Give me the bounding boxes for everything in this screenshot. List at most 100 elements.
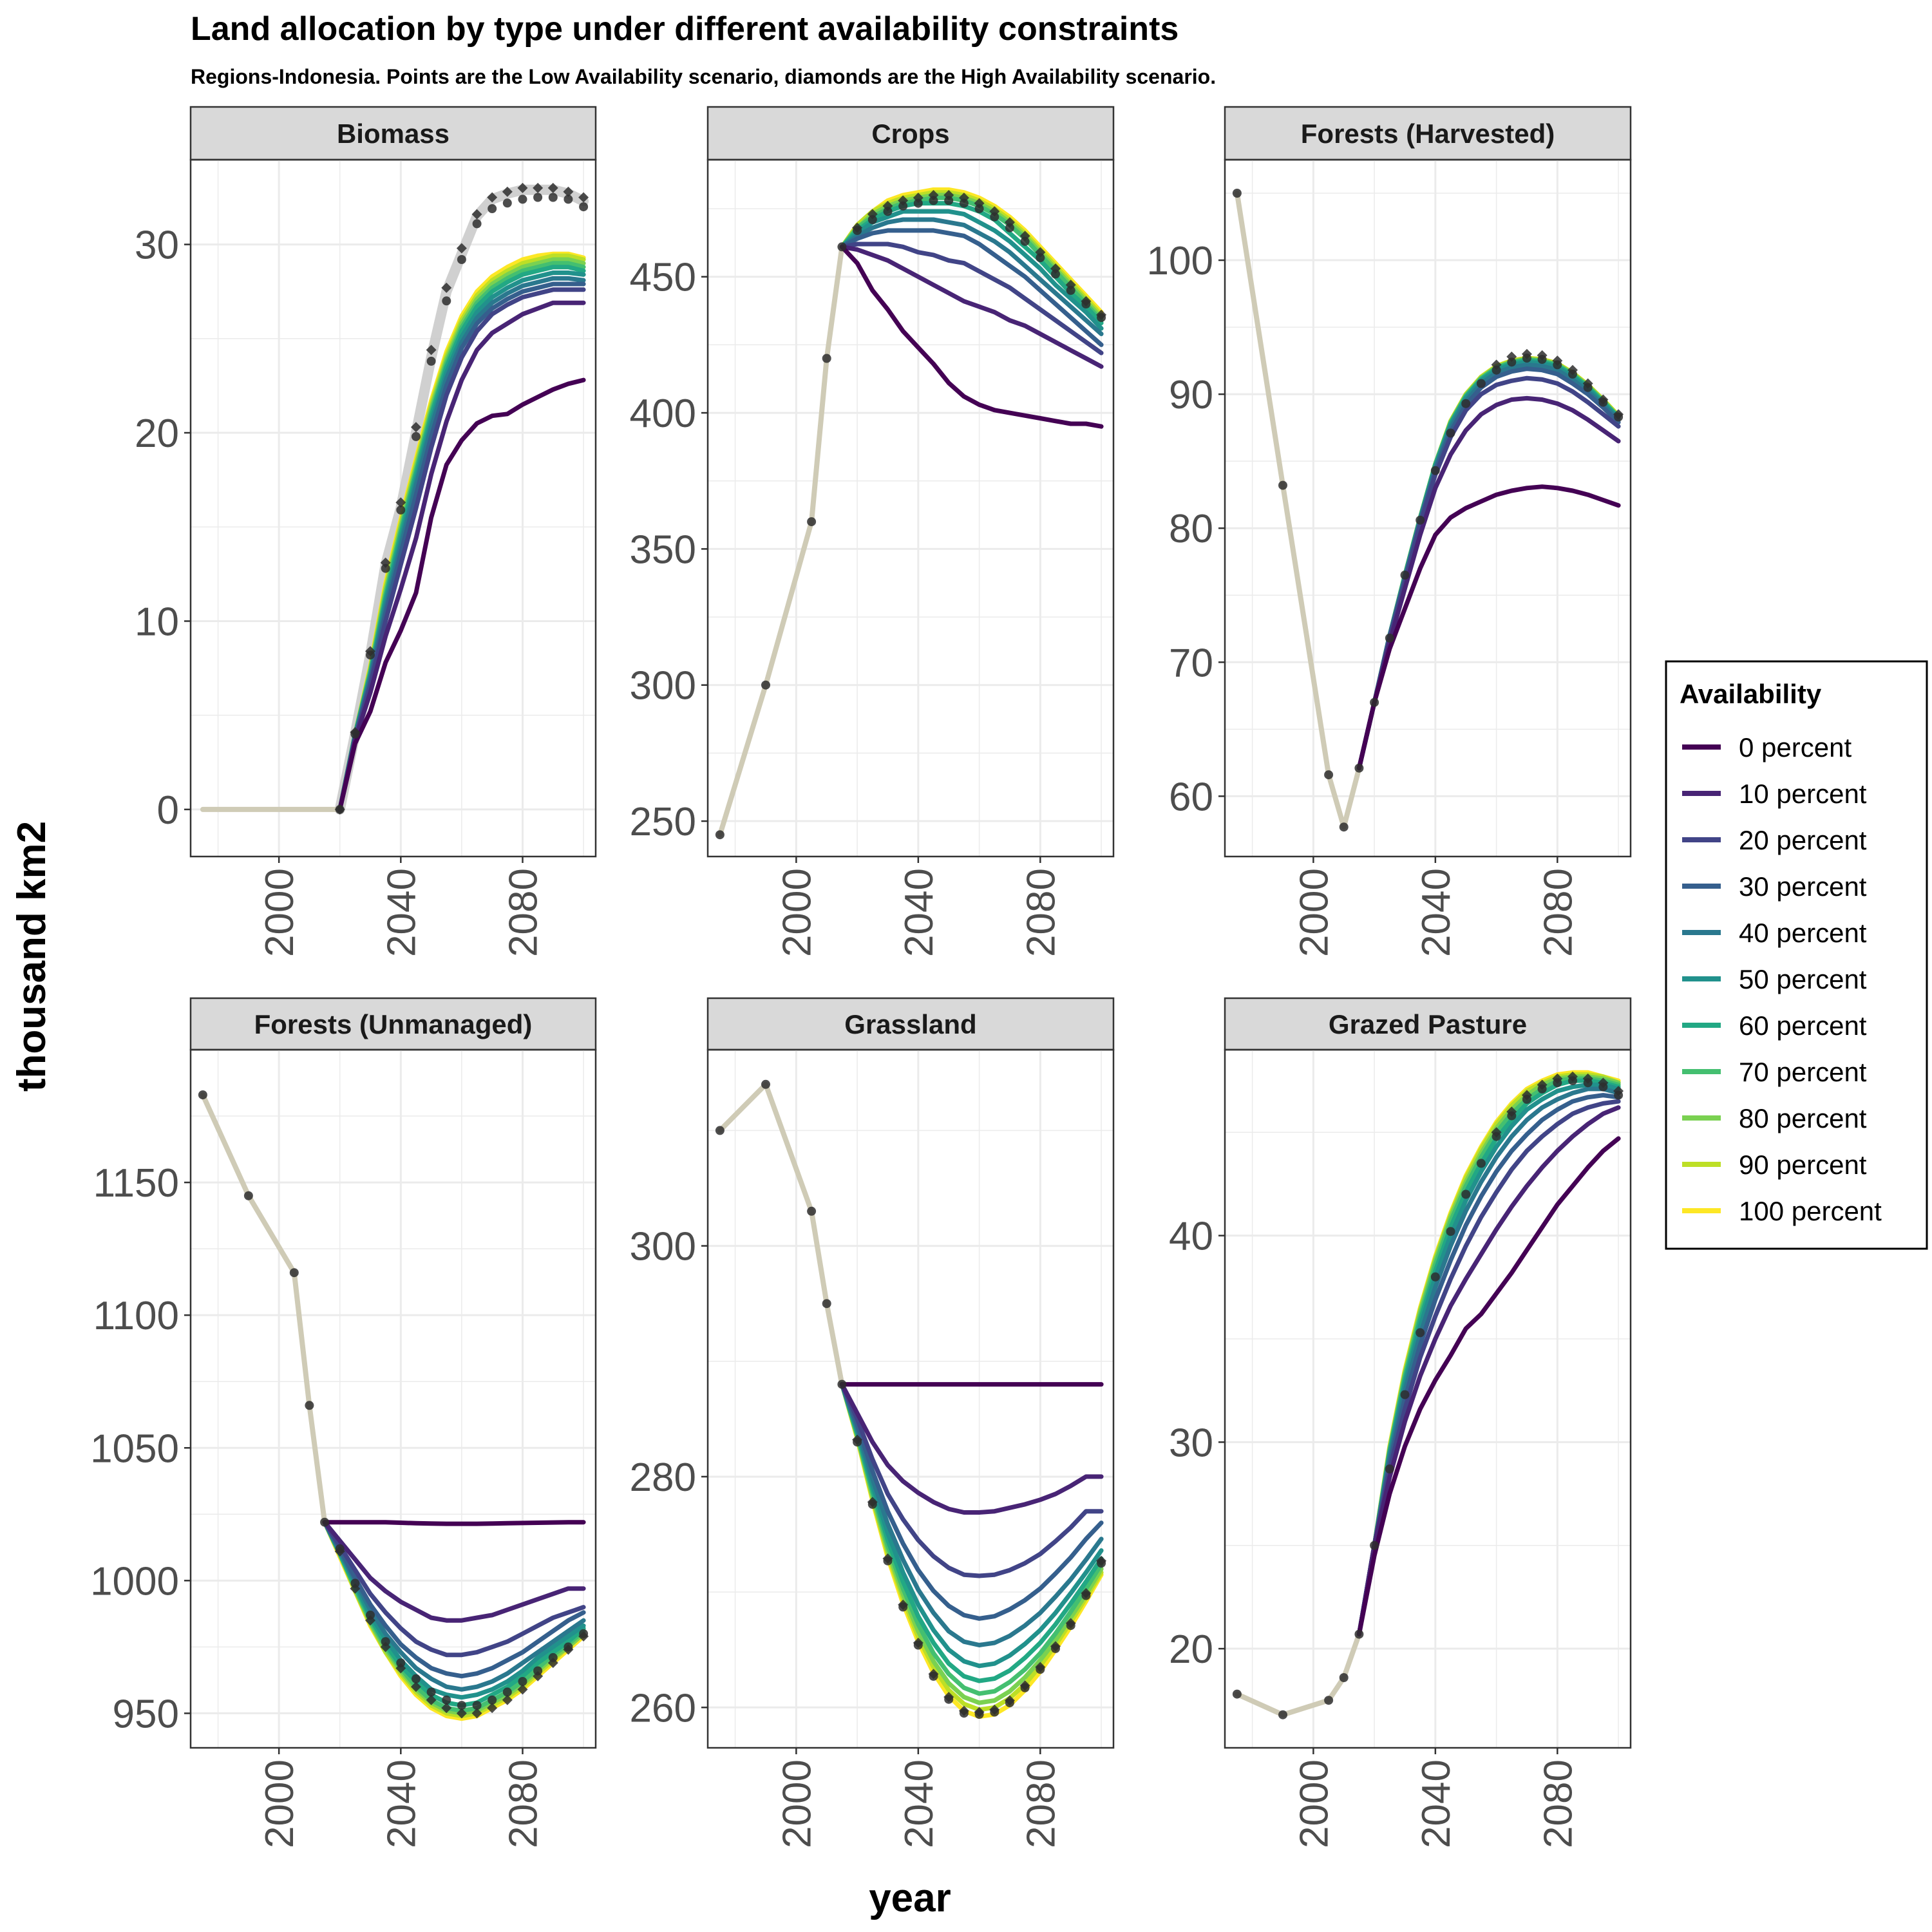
x-tick-label: 2040 [1414, 1759, 1459, 1848]
facet-strip [706, 106, 1115, 161]
legend-entry-70-percent: 70 percent [1682, 1057, 1867, 1087]
point-high-availability [380, 1642, 391, 1653]
point-high-availability [1537, 1079, 1548, 1090]
panel-data [200, 182, 589, 815]
point-low-availability [715, 1126, 724, 1135]
series-line-80-percent [839, 1382, 1104, 1705]
point-low-availability [1036, 253, 1045, 263]
point-high-availability [1019, 1680, 1030, 1691]
series-history-line [717, 1081, 845, 1387]
y-tick-label: 300 [630, 664, 696, 708]
legend-entry-label: 40 percent [1739, 918, 1867, 948]
panel-data [1232, 1070, 1624, 1719]
series-line-80-percent [322, 1520, 586, 1716]
x-tick-label: 2040 [897, 868, 942, 957]
point-high-availability [852, 1434, 863, 1445]
series-line-0-percent [1356, 484, 1621, 771]
series-line-0-percent [839, 244, 1104, 429]
y-tick-label: 450 [630, 256, 696, 300]
point-high-availability [456, 243, 467, 254]
panel-grid [1225, 1050, 1631, 1748]
series-line-40-percent [839, 1382, 1104, 1647]
point-high-availability [547, 1658, 558, 1669]
panel-grid [708, 160, 1113, 857]
point-low-availability [457, 1701, 466, 1710]
series-line-60-percent [1356, 1078, 1621, 1637]
point-high-availability [882, 1553, 893, 1564]
series-line-0-percent [337, 377, 586, 812]
facet-strip-label: Forests (Harvested) [1301, 118, 1555, 149]
point-high-availability [928, 1669, 939, 1680]
point-high-availability [943, 189, 954, 200]
point-high-availability [1065, 279, 1076, 290]
panel-border [1224, 1048, 1632, 1749]
point-low-availability [1385, 633, 1394, 643]
point-high-availability [578, 1631, 589, 1642]
series-line-40-percent [1356, 1086, 1621, 1637]
y-tick-label: 1150 [93, 1161, 179, 1206]
point-high-availability [898, 1599, 909, 1610]
point-high-availability [989, 1704, 1000, 1715]
series-line-20-percent [839, 1382, 1104, 1578]
point-high-availability [1081, 1587, 1092, 1598]
series-line-100-percent [1356, 355, 1621, 771]
panel-border [706, 1048, 1115, 1749]
legend-entry-label: 20 percent [1739, 825, 1867, 855]
point-high-availability [1567, 1071, 1578, 1082]
point-high-availability [1521, 1090, 1532, 1101]
point-low-availability [320, 1517, 330, 1527]
series-grey-line [334, 184, 589, 815]
point-low-availability [822, 1299, 831, 1309]
point-low-availability [959, 198, 969, 208]
point-low-availability [807, 1206, 817, 1216]
facet-grassland: Grassland 260 280 300 2000 2040 2080 [630, 997, 1115, 1848]
point-high-availability [441, 282, 452, 293]
point-low-availability [1005, 223, 1014, 232]
x-tick-label: 2080 [1536, 1759, 1580, 1848]
y-tick-label: 40 [1169, 1215, 1213, 1259]
point-high-availability [1081, 296, 1092, 307]
y-tick-label: 260 [630, 1686, 696, 1730]
legend-entry-label: 60 percent [1739, 1010, 1867, 1041]
facet-strip-label: Forests (Unmanaged) [254, 1009, 533, 1039]
point-low-availability [974, 204, 984, 214]
point-high-availability [867, 209, 878, 220]
point-low-availability [442, 1695, 451, 1705]
chart-title: Land allocation by type under different … [191, 10, 1179, 48]
panel-border [1224, 158, 1632, 858]
point-low-availability [1400, 1390, 1410, 1399]
series-line-70-percent [1356, 357, 1621, 771]
x-tick-label: 2040 [1414, 868, 1459, 957]
point-high-availability [563, 1644, 574, 1655]
facet-strip [1224, 106, 1632, 161]
legend-entry-label: 50 percent [1739, 964, 1867, 994]
point-high-availability [1491, 1127, 1502, 1138]
point-high-availability [1096, 309, 1107, 320]
point-low-availability [1385, 1464, 1394, 1473]
point-low-availability [518, 194, 527, 204]
point-high-availability [1506, 1106, 1517, 1117]
point-high-availability [1065, 1618, 1076, 1629]
point-low-availability [442, 296, 451, 306]
x-tick-label: 2000 [1292, 1759, 1336, 1848]
point-high-availability [1582, 1073, 1593, 1084]
point-high-availability [350, 1583, 361, 1594]
x-tick-label: 2080 [1019, 868, 1063, 957]
point-low-availability [579, 202, 589, 212]
x-tick-label: 2080 [501, 1759, 545, 1848]
point-low-availability [929, 196, 938, 205]
point-low-availability [488, 1695, 497, 1705]
point-high-availability [1050, 1641, 1061, 1652]
point-low-availability [502, 198, 512, 208]
point-high-availability [502, 1694, 513, 1705]
point-high-availability [487, 1703, 498, 1714]
point-low-availability [1370, 697, 1379, 707]
point-high-availability [395, 497, 406, 508]
point-high-availability [1552, 355, 1563, 366]
x-tick-label: 2000 [1292, 868, 1336, 957]
point-low-availability [1278, 1710, 1287, 1719]
point-low-availability [883, 207, 893, 216]
point-low-availability [1446, 428, 1455, 438]
